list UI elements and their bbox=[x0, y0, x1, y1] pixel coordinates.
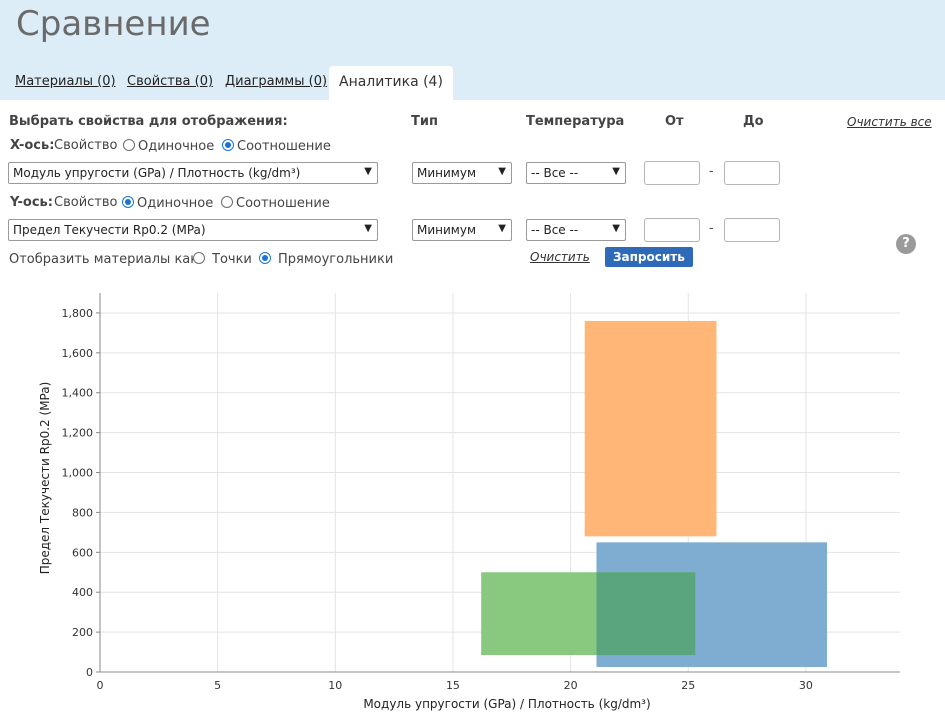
y-type-select[interactable]: Минимум ▼ bbox=[412, 219, 512, 241]
range-dash: - bbox=[709, 164, 714, 179]
points-label[interactable]: Точки bbox=[212, 252, 252, 267]
tab-analytics[interactable]: Аналитика (4) bbox=[329, 66, 453, 100]
x-to-input[interactable] bbox=[724, 161, 780, 185]
x-temperature-select[interactable]: -- Все -- ▼ bbox=[526, 162, 626, 184]
x-property-select[interactable]: Модуль упругости (GPa) / Плотность (kg/d… bbox=[8, 162, 378, 184]
comparison-chart: 0 5 10 15 20 25 30 0 200 400 600 800 1,000 1,200 1,400… bbox=[38, 293, 900, 711]
y-single-radio[interactable] bbox=[122, 196, 134, 208]
y-tick-label: 200 bbox=[72, 626, 93, 639]
chevron-down-icon: ▼ bbox=[498, 223, 506, 234]
query-button[interactable]: Запросить bbox=[605, 247, 693, 267]
x-temperature-value: -- Все -- bbox=[531, 166, 579, 180]
page-title: Сравнение bbox=[16, 4, 211, 44]
chevron-down-icon: ▼ bbox=[364, 223, 372, 234]
x-single-radio[interactable] bbox=[123, 139, 135, 151]
select-properties-heading: Выбрать свойства для отображения: bbox=[9, 114, 288, 129]
chart-grid bbox=[100, 293, 900, 672]
x-tick-label: 25 bbox=[681, 679, 695, 692]
y-property-value: Предел Текучести Rp0.2 (MPa) bbox=[13, 223, 206, 237]
overlap-rectangle bbox=[596, 572, 696, 656]
rectangles-radio[interactable] bbox=[259, 252, 271, 264]
tab-materials[interactable]: Материалы (0) bbox=[15, 74, 116, 89]
clear-all-link[interactable]: Очистить все bbox=[847, 115, 932, 129]
chevron-down-icon: ▼ bbox=[612, 223, 620, 234]
tab-diagrams[interactable]: Диаграммы (0) bbox=[225, 74, 328, 89]
rectangles-label[interactable]: Прямоугольники bbox=[278, 252, 394, 267]
x-tick-label: 30 bbox=[799, 679, 813, 692]
y-tick-label: 800 bbox=[72, 506, 93, 519]
chevron-down-icon: ▼ bbox=[612, 166, 620, 177]
x-tick-label: 5 bbox=[214, 679, 221, 692]
x-axis-title: Модуль упругости (GPa) / Плотность (kg/d… bbox=[363, 697, 650, 711]
y-tick-label: 600 bbox=[72, 546, 93, 559]
y-temperature-select[interactable]: -- Все -- ▼ bbox=[526, 219, 626, 241]
y-single-label[interactable]: Одиночное bbox=[137, 196, 214, 211]
clear-link[interactable]: Очистить bbox=[530, 250, 590, 264]
y-tick-label: 1,200 bbox=[62, 427, 94, 440]
range-dash: - bbox=[709, 221, 714, 236]
points-radio[interactable] bbox=[193, 252, 205, 264]
chevron-down-icon: ▼ bbox=[364, 166, 372, 177]
x-property-value: Модуль упругости (GPa) / Плотность (kg/d… bbox=[13, 166, 301, 180]
y-tick-label: 400 bbox=[72, 586, 93, 599]
y-from-input[interactable] bbox=[644, 218, 700, 242]
chart-axes: 0 5 10 15 20 25 30 0 200 400 600 800 1,000 1,200 1,400… bbox=[62, 293, 900, 692]
y-axis-title: Предел Текучести Rp0.2 (MPa) bbox=[38, 382, 52, 575]
x-single-label[interactable]: Одиночное bbox=[138, 139, 215, 154]
x-tick-label: 10 bbox=[328, 679, 342, 692]
chart-rectangles bbox=[481, 320, 828, 668]
y-temperature-value: -- Все -- bbox=[531, 223, 579, 237]
y-property-select[interactable]: Предел Текучести Rp0.2 (MPa) ▼ bbox=[8, 219, 378, 241]
x-ratio-radio[interactable] bbox=[222, 139, 234, 151]
y-tick-label: 1,000 bbox=[62, 467, 94, 480]
x-tick-label: 15 bbox=[446, 679, 460, 692]
y-tick-label: 1,800 bbox=[62, 307, 94, 320]
y-axis-label: Y-ось: bbox=[10, 195, 53, 210]
x-property-word: Свойство bbox=[54, 138, 118, 153]
tab-properties[interactable]: Свойства (0) bbox=[127, 74, 214, 89]
help-icon[interactable]: ? bbox=[896, 234, 916, 254]
x-type-select[interactable]: Минимум ▼ bbox=[412, 162, 512, 184]
x-tick-label: 0 bbox=[97, 679, 104, 692]
type-column-header: Тип bbox=[411, 114, 438, 129]
y-type-value: Минимум bbox=[417, 223, 477, 237]
x-tick-label: 20 bbox=[564, 679, 578, 692]
material-rectangle[interactable] bbox=[584, 320, 717, 537]
display-as-label: Отобразить материалы как: bbox=[9, 252, 203, 267]
y-ratio-radio[interactable] bbox=[221, 196, 233, 208]
chevron-down-icon: ▼ bbox=[498, 166, 506, 177]
x-ratio-label[interactable]: Соотношение bbox=[237, 139, 331, 154]
y-ratio-label[interactable]: Соотношение bbox=[236, 196, 330, 211]
temperature-column-header: Температура bbox=[526, 114, 625, 129]
y-tick-label: 0 bbox=[86, 666, 93, 679]
x-type-value: Минимум bbox=[417, 166, 477, 180]
x-from-input[interactable] bbox=[644, 161, 700, 185]
y-property-word: Свойство bbox=[54, 195, 118, 210]
header-bar bbox=[0, 0, 945, 100]
from-column-header: От bbox=[665, 114, 684, 129]
to-column-header: До bbox=[743, 114, 764, 129]
y-tick-label: 1,600 bbox=[62, 347, 94, 360]
y-to-input[interactable] bbox=[724, 218, 780, 242]
x-axis-label: X-ось: bbox=[10, 138, 55, 153]
y-tick-label: 1,400 bbox=[62, 387, 94, 400]
